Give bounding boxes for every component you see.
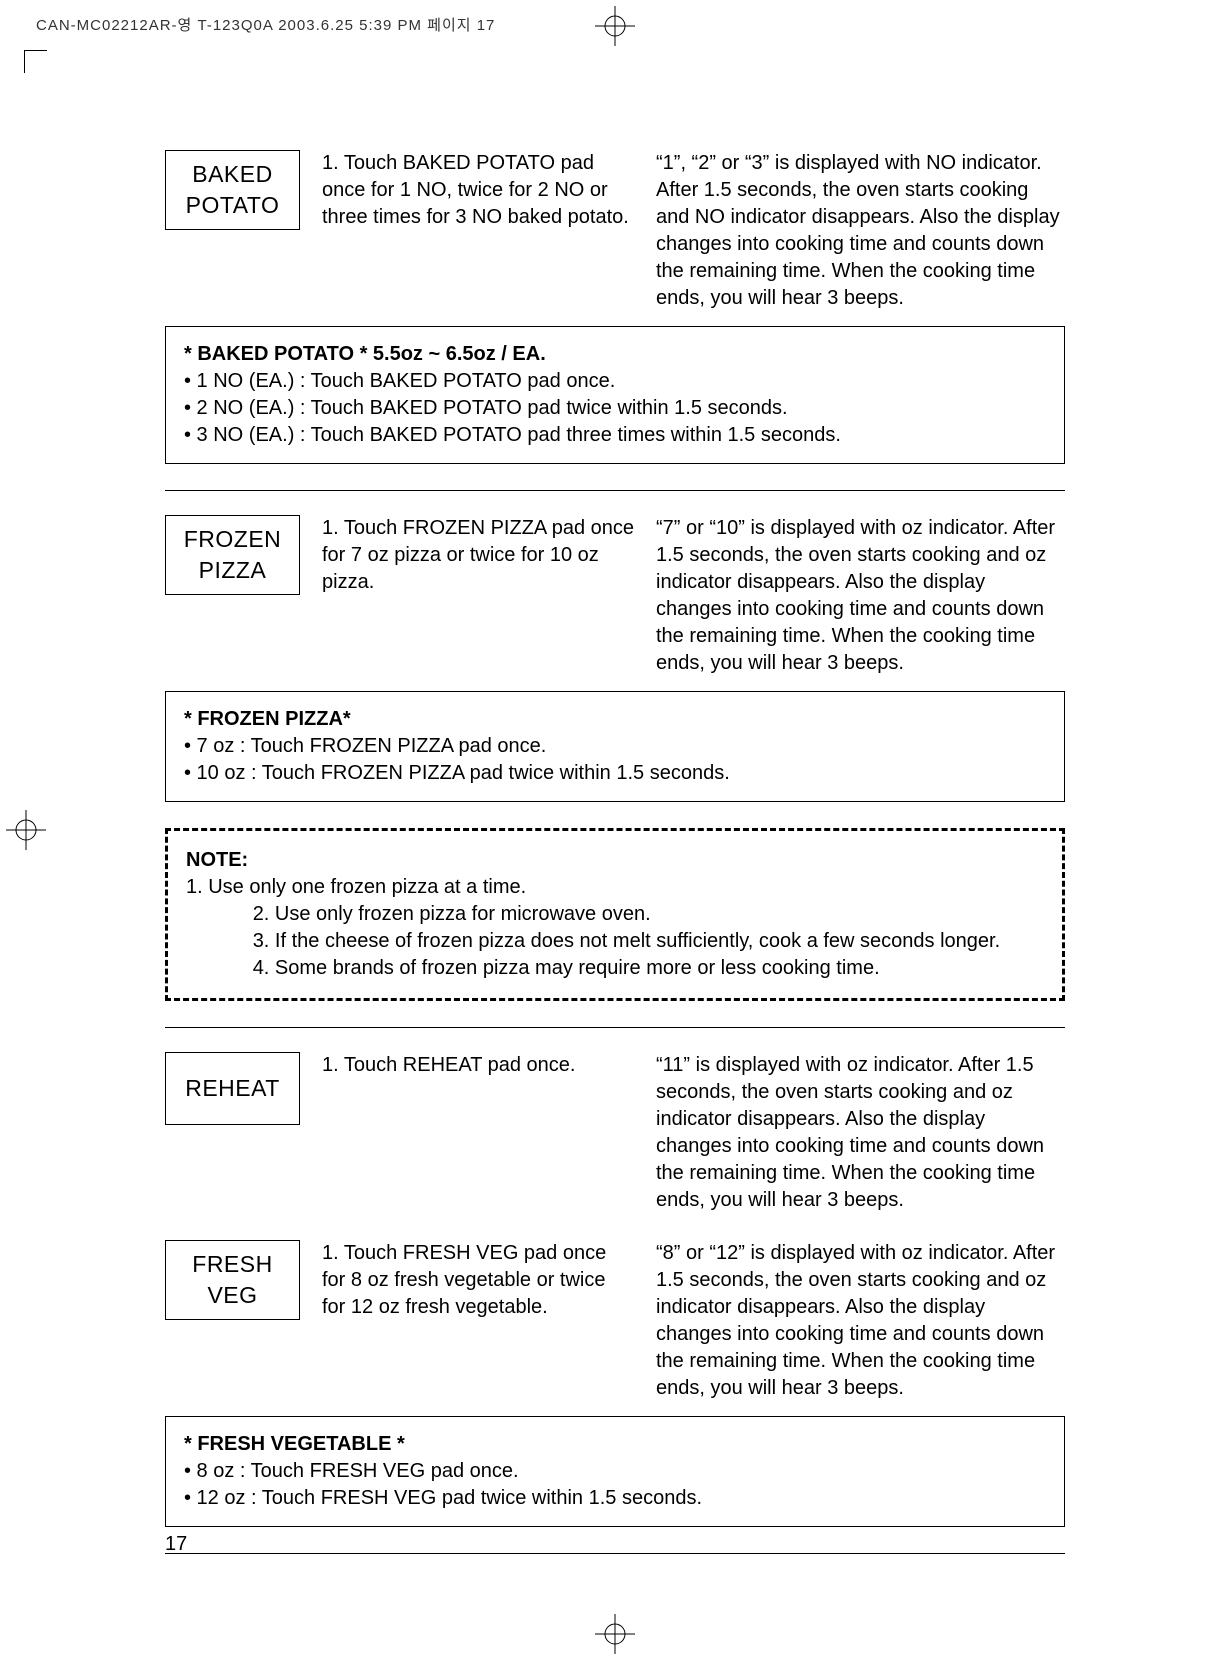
divider: [165, 490, 1065, 491]
baked-potato-label: BAKED POTATO: [165, 150, 300, 230]
baked-potato-spec: * BAKED POTATO * 5.5oz ~ 6.5oz / EA. • 1…: [165, 326, 1065, 464]
fresh-veg-result: “8” or “12” is displayed with oz indicat…: [656, 1240, 1065, 1402]
note-line: 3. If the cheese of frozen pizza does no…: [253, 930, 1000, 952]
spec-line: • 1 NO (EA.) : Touch BAKED POTATO pad on…: [184, 368, 1046, 395]
fresh-veg-spec: * FRESH VEGETABLE * • 8 oz : Touch FRESH…: [165, 1416, 1065, 1527]
fresh-veg-instruction: 1. Touch FRESH VEG pad once for 8 oz fre…: [322, 1240, 634, 1402]
baked-potato-section: BAKED POTATO 1. Touch BAKED POTATO pad o…: [165, 150, 1065, 312]
corner-mark: [24, 50, 47, 73]
spec-line: • 7 oz : Touch FROZEN PIZZA pad once.: [184, 733, 1046, 760]
spec-line: • 10 oz : Touch FROZEN PIZZA pad twice w…: [184, 760, 1046, 787]
frozen-pizza-label: FROZEN PIZZA: [165, 515, 300, 595]
divider: [165, 1553, 1065, 1554]
page-content: BAKED POTATO 1. Touch BAKED POTATO pad o…: [165, 150, 1065, 1578]
page-number: 17: [165, 1533, 187, 1556]
spec-line: • 2 NO (EA.) : Touch BAKED POTATO pad tw…: [184, 395, 1046, 422]
baked-potato-result: “1”, “2” or “3” is displayed with NO ind…: [656, 150, 1065, 312]
spec-line: • 3 NO (EA.) : Touch BAKED POTATO pad th…: [184, 422, 1046, 449]
frozen-pizza-instruction: 1. Touch FROZEN PIZZA pad once for 7 oz …: [322, 515, 634, 677]
crop-mark-left: [6, 810, 46, 850]
note-line: 2. Use only frozen pizza for microwave o…: [253, 903, 651, 925]
crop-mark-top: [595, 6, 635, 46]
reheat-label: REHEAT: [165, 1052, 300, 1125]
frozen-pizza-result: “7” or “10” is displayed with oz indicat…: [656, 515, 1065, 677]
fresh-veg-label: FRESH VEG: [165, 1240, 300, 1320]
baked-potato-instruction: 1. Touch BAKED POTATO pad once for 1 NO,…: [322, 150, 634, 312]
spec-line: • 12 oz : Touch FRESH VEG pad twice with…: [184, 1485, 1046, 1512]
manual-page: CAN-MC02212AR-영 T-123Q0A 2003.6.25 5:39 …: [0, 0, 1229, 1660]
note-line: 1. Use only one frozen pizza at a time.: [186, 876, 526, 898]
reheat-section: REHEAT 1. Touch REHEAT pad once. “11” is…: [165, 1052, 1065, 1214]
spec-line: • 8 oz : Touch FRESH VEG pad once.: [184, 1458, 1046, 1485]
note-line: 4. Some brands of frozen pizza may requi…: [253, 957, 880, 979]
note-list: 1. Use only one frozen pizza at a time. …: [186, 874, 1000, 982]
crop-mark-bottom: [595, 1614, 635, 1654]
divider: [165, 1027, 1065, 1028]
frozen-pizza-note: NOTE: 1. Use only one frozen pizza at a …: [165, 828, 1065, 1001]
fresh-veg-spec-title: * FRESH VEGETABLE *: [184, 1431, 1046, 1458]
fresh-veg-section: FRESH VEG 1. Touch FRESH VEG pad once fo…: [165, 1240, 1065, 1402]
reheat-instruction: 1. Touch REHEAT pad once.: [322, 1052, 634, 1214]
reheat-result: “11” is displayed with oz indicator. Aft…: [656, 1052, 1065, 1214]
note-label: NOTE:: [186, 849, 248, 871]
frozen-pizza-spec: * FROZEN PIZZA* • 7 oz : Touch FROZEN PI…: [165, 691, 1065, 802]
frozen-pizza-spec-title: * FROZEN PIZZA*: [184, 706, 1046, 733]
baked-potato-spec-title: * BAKED POTATO * 5.5oz ~ 6.5oz / EA.: [184, 341, 1046, 368]
frozen-pizza-section: FROZEN PIZZA 1. Touch FROZEN PIZZA pad o…: [165, 515, 1065, 677]
